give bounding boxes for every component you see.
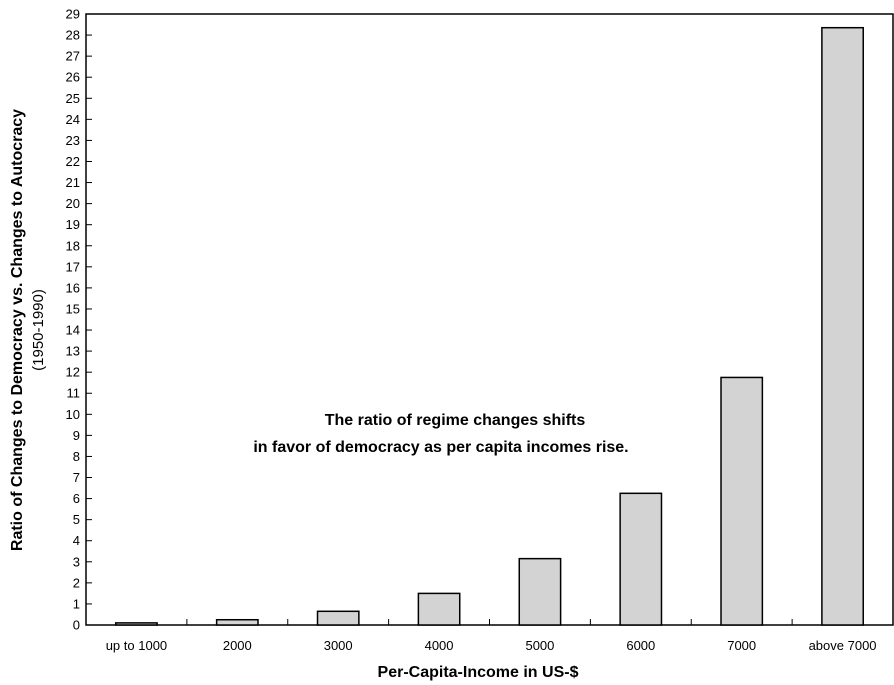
y-tick-label: 21 bbox=[66, 175, 80, 190]
x-tick-label: 7000 bbox=[727, 638, 756, 653]
y-tick-label: 28 bbox=[66, 28, 80, 43]
y-tick-label: 20 bbox=[66, 196, 80, 211]
y-tick-label: 4 bbox=[73, 533, 80, 548]
y-tick-label: 8 bbox=[73, 449, 80, 464]
y-tick-label: 26 bbox=[66, 70, 80, 85]
x-tick-label: 2000 bbox=[223, 638, 252, 653]
x-tick-label: above 7000 bbox=[809, 638, 877, 653]
y-tick-label: 2 bbox=[73, 575, 80, 590]
y-axis-title: Ratio of Changes to Democracy vs. Change… bbox=[9, 109, 26, 551]
bar-above-7000 bbox=[822, 28, 863, 625]
x-tick-label: 5000 bbox=[525, 638, 554, 653]
y-tick-label: 6 bbox=[73, 491, 80, 506]
y-tick-label: 12 bbox=[66, 365, 80, 380]
y-axis-ticks: 0123456789101112131415161718192021222324… bbox=[66, 7, 92, 633]
bar-up-to-1000 bbox=[116, 623, 157, 625]
y-tick-label: 10 bbox=[66, 407, 80, 422]
bars bbox=[116, 28, 863, 625]
y-tick-label: 1 bbox=[73, 596, 80, 611]
x-tick-label: 3000 bbox=[324, 638, 353, 653]
bar-2000 bbox=[217, 620, 258, 625]
bar-7000 bbox=[721, 377, 762, 625]
plot-area-frame bbox=[86, 14, 893, 625]
y-tick-label: 14 bbox=[66, 323, 80, 338]
y-tick-label: 29 bbox=[66, 7, 80, 22]
y-axis-subtitle: (1950-1990) bbox=[30, 289, 47, 371]
y-tick-label: 23 bbox=[66, 133, 80, 148]
bar-5000 bbox=[519, 559, 560, 625]
y-tick-label: 27 bbox=[66, 49, 80, 64]
annotation-line-2: in favor of democracy as per capita inco… bbox=[253, 439, 628, 456]
y-tick-label: 7 bbox=[73, 470, 80, 485]
x-tick-label: up to 1000 bbox=[106, 638, 167, 653]
y-tick-label: 17 bbox=[66, 259, 80, 274]
y-tick-label: 24 bbox=[66, 112, 80, 127]
annotation-line-1: The ratio of regime changes shifts bbox=[325, 412, 586, 429]
y-tick-label: 5 bbox=[73, 512, 80, 527]
x-axis-title: Per-Capita-Income in US-$ bbox=[378, 664, 579, 681]
bar-3000 bbox=[318, 611, 359, 625]
y-tick-label: 13 bbox=[66, 344, 80, 359]
bar-6000 bbox=[620, 493, 661, 625]
y-tick-label: 22 bbox=[66, 154, 80, 169]
y-tick-label: 18 bbox=[66, 238, 80, 253]
y-tick-label: 16 bbox=[66, 280, 80, 295]
y-tick-label: 9 bbox=[73, 428, 80, 443]
y-tick-label: 15 bbox=[66, 301, 80, 316]
x-tick-label: 4000 bbox=[425, 638, 454, 653]
y-tick-label: 19 bbox=[66, 217, 80, 232]
y-tick-label: 11 bbox=[67, 386, 81, 401]
bar-4000 bbox=[418, 593, 459, 625]
y-tick-label: 25 bbox=[66, 91, 80, 106]
x-tick-label: 6000 bbox=[626, 638, 655, 653]
y-tick-label: 3 bbox=[73, 554, 80, 569]
y-tick-label: 0 bbox=[73, 618, 80, 633]
